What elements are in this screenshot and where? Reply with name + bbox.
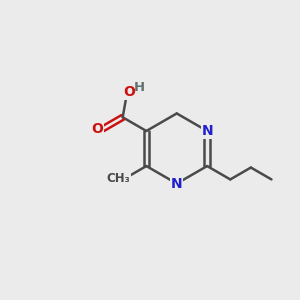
Text: N: N	[171, 177, 183, 190]
Text: N: N	[201, 124, 213, 138]
Text: CH₃: CH₃	[107, 172, 130, 185]
Text: H: H	[134, 80, 145, 94]
Text: O: O	[91, 122, 103, 136]
Text: O: O	[123, 85, 135, 99]
